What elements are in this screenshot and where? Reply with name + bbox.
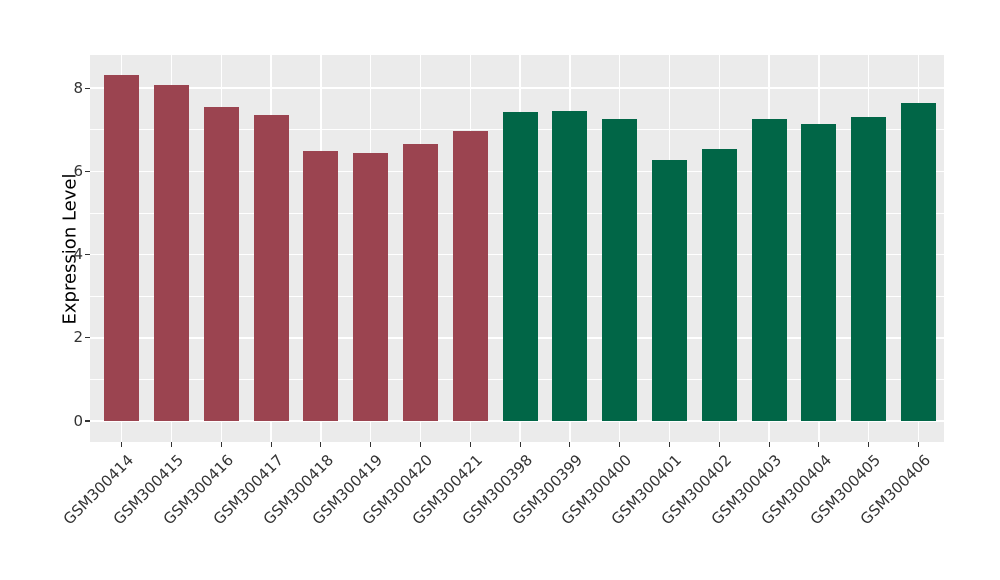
plot-panel	[90, 55, 944, 442]
bar-GSM300418	[303, 150, 339, 421]
y-tick-label: 4	[73, 245, 83, 264]
y-tick-label: 2	[73, 328, 83, 347]
bar-GSM300400	[602, 119, 638, 421]
x-tick-mark	[170, 442, 173, 447]
bar-GSM300420	[403, 144, 438, 421]
gridline-horizontal-major	[90, 87, 944, 90]
x-tick-mark	[868, 442, 870, 447]
bar-GSM300401	[652, 160, 687, 421]
bar-GSM300421	[452, 130, 488, 421]
y-tick-mark	[85, 420, 90, 422]
bar-GSM300417	[253, 114, 289, 421]
bar-GSM300415	[154, 84, 189, 421]
x-tick-mark	[619, 442, 621, 447]
gridline-horizontal-major	[90, 420, 944, 422]
x-tick-mark	[270, 442, 272, 447]
bar-GSM300406	[901, 103, 936, 421]
bar-GSM300416	[203, 106, 239, 421]
bar-GSM300405	[851, 116, 887, 421]
bar-GSM300404	[801, 124, 837, 421]
bar-GSM300398	[502, 112, 538, 421]
bar-GSM300419	[353, 152, 389, 421]
x-tick-mark	[370, 442, 372, 447]
y-tick-mark	[85, 337, 90, 339]
x-tick-mark	[320, 442, 322, 447]
x-tick-mark	[220, 442, 222, 447]
x-tick-mark	[818, 442, 820, 447]
y-tick-label: 8	[73, 78, 83, 97]
y-tick-label: 0	[73, 411, 83, 430]
x-tick-mark	[419, 442, 422, 447]
x-tick-mark	[917, 442, 920, 447]
y-tick-label: 6	[73, 161, 83, 180]
bar-GSM300399	[552, 111, 588, 421]
y-tick-mark	[85, 170, 90, 173]
bar-GSM300403	[751, 119, 787, 421]
x-tick-mark	[718, 442, 720, 447]
bar-GSM300414	[104, 74, 140, 421]
x-tick-mark	[519, 442, 521, 447]
x-tick-mark	[121, 442, 123, 447]
y-tick-mark	[85, 87, 90, 89]
x-tick-mark	[668, 442, 671, 447]
x-tick-mark	[768, 442, 770, 447]
x-tick-mark	[569, 442, 571, 447]
bar-GSM300402	[701, 148, 737, 421]
y-tick-mark	[85, 254, 90, 256]
x-tick-mark	[469, 442, 471, 447]
